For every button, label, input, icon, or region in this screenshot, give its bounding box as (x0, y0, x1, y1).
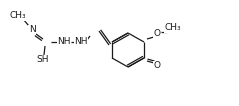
Text: O: O (153, 29, 161, 38)
Text: NH: NH (74, 38, 88, 47)
Text: O: O (153, 61, 161, 70)
Text: SH: SH (37, 56, 49, 64)
Text: NH: NH (57, 38, 71, 47)
Text: CH₃: CH₃ (10, 11, 26, 20)
Text: N: N (29, 26, 35, 34)
Text: CH₃: CH₃ (165, 24, 181, 33)
